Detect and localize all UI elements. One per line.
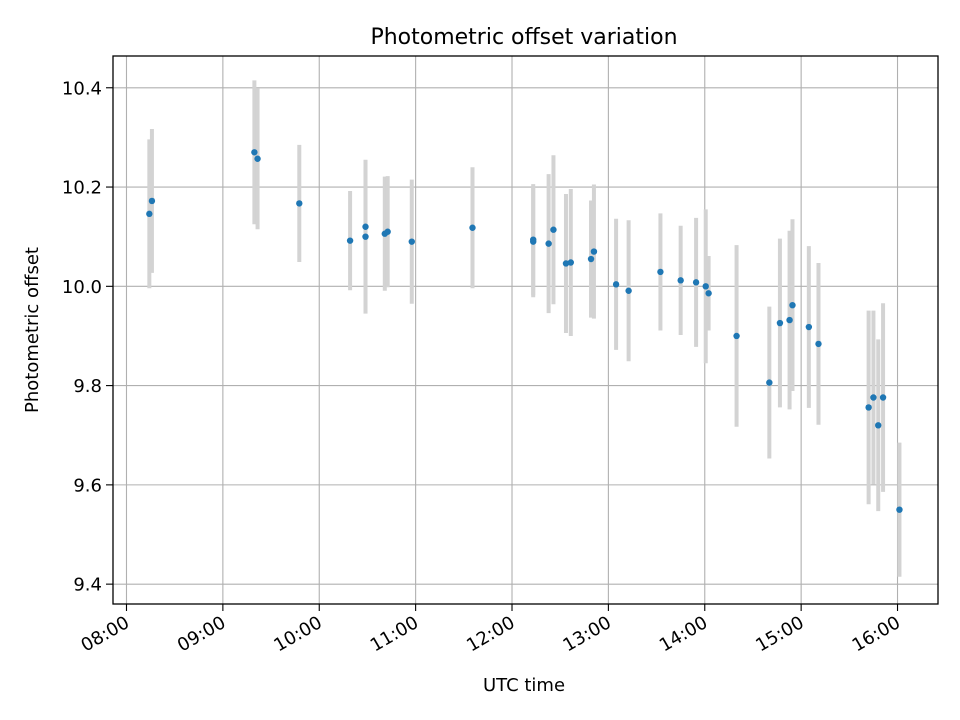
- y-axis-ticks: 9.4 9.6 9.8 10.0 10.2 10.4: [62, 78, 113, 596]
- grid-lines: [113, 56, 938, 604]
- x-axis-ticks: 08:00 09:00 10:00 11:00 12:00 13:00 14:00 15:00…: [78, 604, 904, 656]
- data-point: [469, 224, 476, 231]
- data-point: [625, 287, 632, 294]
- data-point: [805, 323, 813, 331]
- x-tick-label: 13:00: [559, 612, 614, 656]
- x-tick-label: 08:00: [78, 612, 133, 656]
- data-point: [612, 281, 620, 288]
- data-point: [789, 301, 796, 309]
- data-point: [875, 422, 882, 429]
- data-point: [562, 260, 570, 267]
- data-point: [786, 316, 793, 324]
- data-point: [766, 379, 773, 386]
- data-point: [733, 332, 740, 340]
- x-tick-label: 12:00: [463, 612, 518, 656]
- data-point: [879, 394, 887, 401]
- y-tick-label: 9.4: [73, 575, 102, 596]
- data-point: [657, 268, 664, 276]
- data-point: [702, 283, 709, 290]
- y-tick-label: 9.8: [73, 376, 102, 397]
- data-point: [776, 319, 784, 327]
- data-point: [362, 223, 369, 230]
- data-point: [705, 290, 712, 297]
- data-point: [692, 279, 700, 286]
- data-points: [146, 149, 903, 513]
- x-tick-label: 10:00: [270, 612, 325, 656]
- error-bars: [147, 80, 902, 577]
- data-point: [254, 155, 261, 162]
- data-point: [362, 233, 369, 240]
- x-tick-label: 15:00: [752, 612, 807, 656]
- x-axis-label: UTC time: [483, 675, 565, 696]
- data-point: [550, 226, 557, 233]
- chart-title: Photometric offset variation: [370, 25, 677, 50]
- x-tick-label: 16:00: [849, 612, 904, 656]
- plot-area-frame: [112, 55, 939, 605]
- data-point: [146, 210, 153, 218]
- data-point: [530, 236, 537, 243]
- data-point: [567, 259, 574, 266]
- data-point: [545, 240, 552, 247]
- data-point: [384, 228, 391, 235]
- x-tick-label: 09:00: [174, 612, 229, 656]
- x-tick-label: 14:00: [656, 612, 711, 656]
- data-point: [590, 248, 598, 255]
- x-tick-label: 11:00: [367, 612, 422, 656]
- data-point: [251, 149, 258, 156]
- data-point: [896, 506, 903, 513]
- data-point: [815, 340, 822, 348]
- data-point: [865, 404, 872, 411]
- data-point: [148, 197, 156, 205]
- data-point: [296, 200, 303, 207]
- data-point: [870, 394, 877, 401]
- data-point: [677, 277, 684, 284]
- data-point: [346, 237, 354, 244]
- y-axis-label: Photometric offset: [22, 247, 43, 413]
- data-point: [587, 255, 595, 263]
- y-tick-label: 10.0: [62, 277, 102, 298]
- y-tick-label: 9.6: [73, 475, 102, 496]
- y-tick-label: 10.2: [62, 178, 102, 199]
- data-point: [408, 238, 415, 245]
- y-tick-label: 10.4: [62, 78, 102, 99]
